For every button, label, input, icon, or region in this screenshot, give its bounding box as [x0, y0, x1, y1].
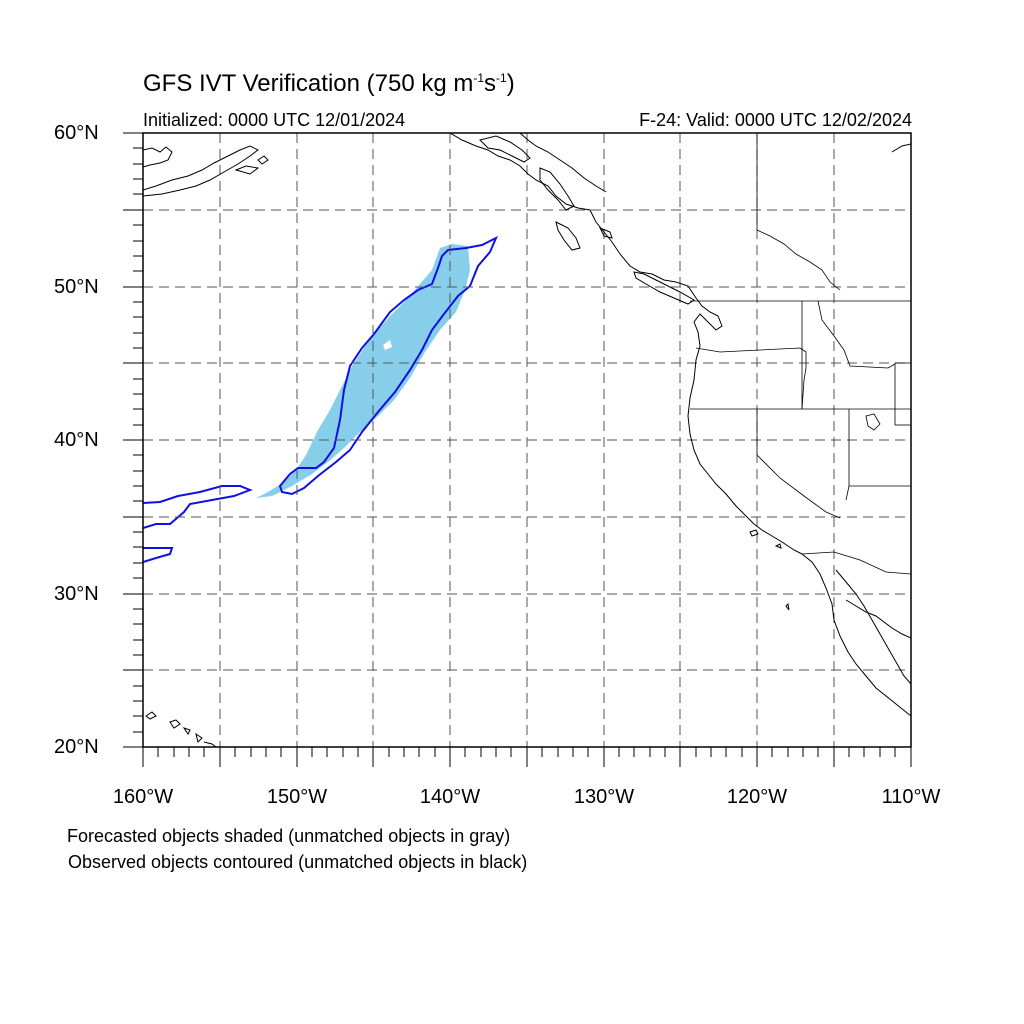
lon-ticks — [142, 747, 912, 767]
lat-label-50n: 50°N — [54, 276, 99, 298]
lake — [865, 413, 881, 431]
lat-label-60n: 60°N — [54, 122, 99, 144]
lon-label-110w: 110°W — [881, 786, 941, 808]
lon-label-130w: 130°W — [573, 786, 635, 808]
observed-contour-west — [143, 485, 253, 529]
lon-label-140w: 140°W — [419, 786, 481, 808]
lon-label-160w: 160°W — [112, 786, 174, 808]
grid-lines — [143, 133, 911, 747]
observed-contour-southwest — [143, 547, 174, 563]
forecast-legend-text: Forecasted objects shaded (unmatched obj… — [67, 826, 511, 846]
observed-legend-text: Observed objects contoured (unmatched ob… — [68, 852, 528, 872]
forecast-object — [256, 244, 470, 498]
lat-label-40n: 40°N — [54, 429, 99, 451]
lat-ticks — [123, 132, 143, 748]
forecast-gap — [383, 340, 392, 350]
coastlines — [143, 133, 911, 747]
observed-contour-main — [278, 235, 498, 496]
initialized-time: Initialized: 0000 UTC 12/01/2024 — [143, 110, 406, 130]
lat-label-20n: 20°N — [54, 736, 99, 758]
map-title: GFS IVT Verification (750 kg m-1s-1) — [143, 70, 515, 97]
political-borders — [690, 133, 911, 575]
lon-label-150w: 150°W — [266, 786, 328, 808]
lon-label-120w: 120°W — [726, 786, 788, 808]
lat-label-30n: 30°N — [54, 583, 99, 605]
valid-time: F-24: Valid: 0000 UTC 12/02/2024 — [639, 110, 912, 130]
